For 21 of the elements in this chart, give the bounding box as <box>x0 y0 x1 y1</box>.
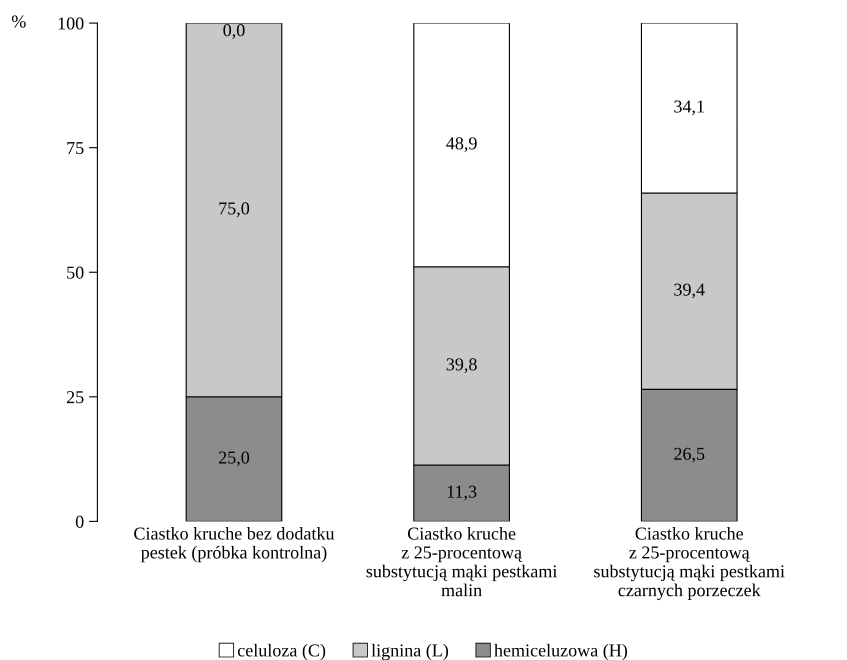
y-tick-label: 50 <box>67 266 84 279</box>
data-label: 39,8 <box>446 358 477 374</box>
x-tick-label: Ciastko kruche bez dodatku pestek (próbka kontrolna) <box>134 526 334 562</box>
legend-label: lignina (L) <box>371 644 448 660</box>
y-tick-label: 100 <box>58 17 84 30</box>
y-axis-title: % <box>12 15 26 28</box>
y-tick-label: 75 <box>67 142 84 154</box>
x-tick-label: Ciastko kruche z 25-procentową substytucją mąki pestkami czarnych porzeczek <box>594 526 785 600</box>
data-label: 26,5 <box>674 448 704 462</box>
data-label: 48,9 <box>446 137 477 152</box>
data-label: 25,0 <box>218 451 250 466</box>
data-label: 34,1 <box>674 100 704 116</box>
legend-label: hemiceluzowa (H) <box>494 644 628 660</box>
data-label: 75,0 <box>219 202 250 218</box>
y-tick-label: 0 <box>76 516 84 528</box>
y-tick-label: 25 <box>66 391 84 404</box>
data-label: 11,3 <box>448 486 476 500</box>
data-label: 0,0 <box>223 24 245 39</box>
data-label: 39,4 <box>674 284 705 298</box>
legend-label: celuloza (C) <box>238 644 326 660</box>
x-tick-label: Ciastko kruche z 25-procentową substytucją mąki pestkami malin <box>366 526 558 596</box>
